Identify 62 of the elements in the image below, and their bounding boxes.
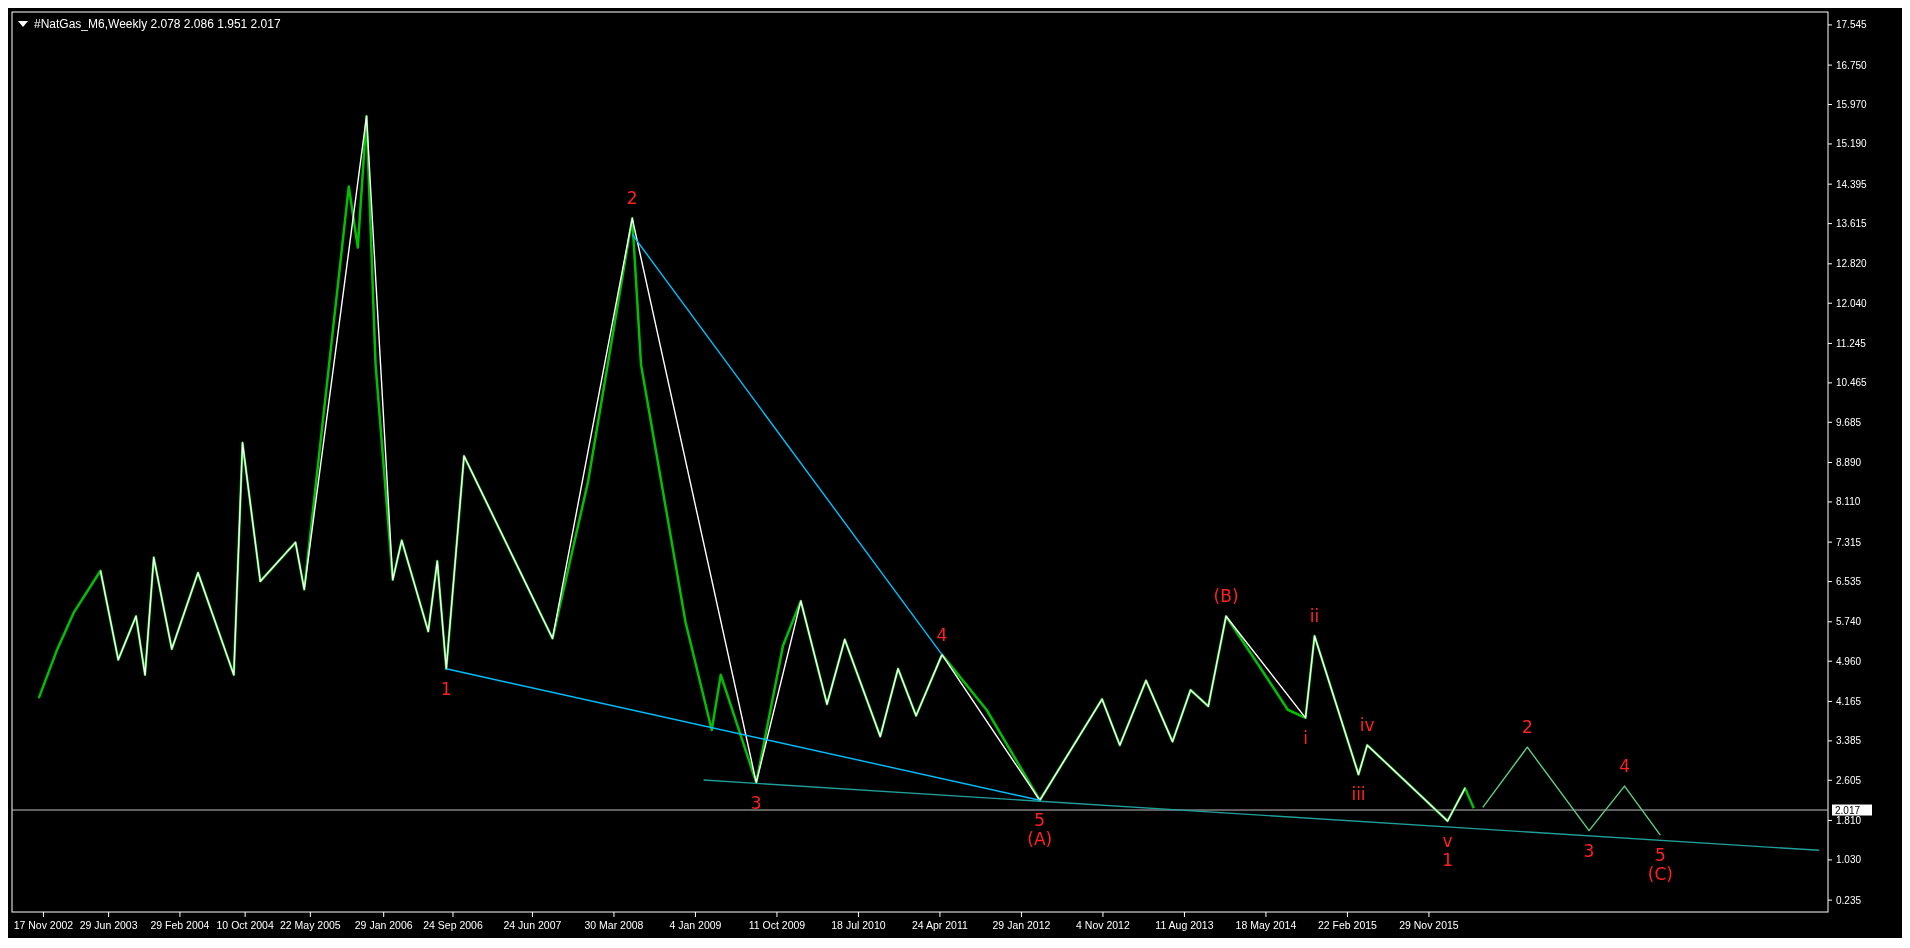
annotation: 2 [1521,717,1533,738]
x-tick-label: 18 May 2014 [1235,919,1297,931]
y-tick-label: 7.315 [1836,536,1862,548]
y-tick-label: 12.040 [1836,297,1868,309]
y-tick-label: 9.685 [1836,416,1862,428]
annotation: 5 [1654,845,1666,866]
x-tick-label: 29 Jan 2012 [992,919,1051,931]
x-tick-label: 29 Feb 2004 [150,919,210,931]
x-tick-label: 4 Nov 2012 [1076,919,1130,931]
y-tick-label: 3.385 [1836,735,1862,747]
y-tick-label: 4.165 [1836,695,1862,707]
y-tick-label: 16.750 [1836,59,1868,71]
chart-title: #NatGas_M6,Weekly 2.078 2.086 1.951 2.017 [34,17,281,31]
x-tick-label: 24 Jun 2007 [503,919,562,931]
x-tick-label: 18 Jul 2010 [831,919,886,931]
annotation: (A) [1027,829,1053,850]
y-tick-label: 17.545 [1836,19,1868,31]
annotation: 4 [1619,756,1630,777]
x-tick-label: 4 Jan 2009 [669,919,722,931]
x-tick-label: 11 Aug 2013 [1155,919,1214,931]
x-tick-label: 29 Jan 2006 [354,919,413,931]
annotation: 1 [1442,849,1453,870]
y-tick-label: 1.030 [1836,854,1862,866]
annotation: (C) [1647,864,1673,885]
y-tick-label: 11.245 [1836,337,1867,349]
x-tick-label: 10 Oct 2004 [216,919,274,931]
y-tick-label: 15.970 [1836,99,1868,111]
ref-line-label: 2.017 [1835,804,1861,816]
y-tick-label: 4.960 [1836,655,1862,667]
x-tick-label: 17 Nov 2002 [13,919,74,931]
x-tick-label: 29 Nov 2015 [1399,919,1459,931]
y-tick-label: 5.740 [1836,616,1862,628]
x-tick-label: 30 Mar 2008 [584,919,644,931]
x-tick-label: 24 Apr 2011 [912,919,969,931]
y-tick-label: 10.465 [1836,377,1868,389]
annotation: ii [1309,605,1320,626]
y-tick-label: 13.615 [1836,218,1868,230]
annotation: v [1442,830,1453,851]
annotation: i [1303,727,1308,748]
annotation: (B) [1213,586,1239,607]
y-tick-label: 12.820 [1836,258,1868,270]
annotation: 1 [440,678,452,699]
annotation: 4 [936,624,948,645]
y-tick-label: 15.190 [1836,138,1868,150]
y-tick-label: 14.395 [1836,178,1868,190]
annotation: 2 [626,188,638,209]
y-tick-label: 6.535 [1836,576,1862,588]
y-tick-label: 2.605 [1836,774,1862,786]
annotation: 3 [1583,840,1595,861]
annotation: 5 [1034,810,1046,831]
y-tick-label: 1.810 [1836,814,1862,826]
annotation: iii [1351,784,1366,805]
x-tick-label: 22 Feb 2015 [1317,919,1378,931]
x-tick-label: 22 May 2005 [279,919,341,931]
y-tick-label: 8.890 [1836,457,1862,469]
x-tick-label: 24 Sep 2006 [423,919,483,931]
x-tick-label: 29 Jun 2003 [79,919,138,931]
y-tick-label: 0.235 [1836,894,1862,906]
x-tick-label: 11 Oct 2009 [748,919,806,931]
annotation: 3 [750,792,762,813]
annotation: iv [1359,715,1375,736]
y-tick-label: 8.110 [1836,496,1861,508]
